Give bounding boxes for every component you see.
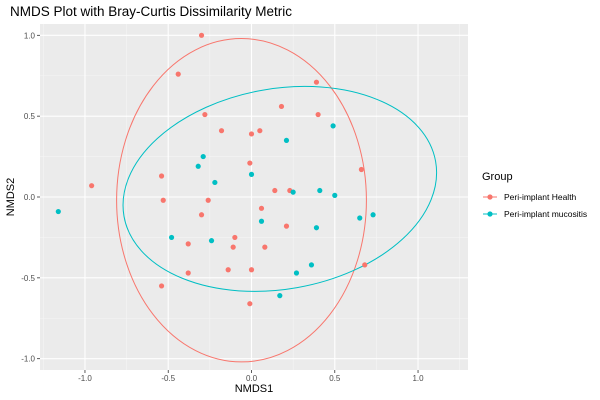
point-s0-29 bbox=[247, 301, 253, 307]
point-s1-12 bbox=[258, 218, 265, 224]
point-s0-0 bbox=[198, 32, 205, 38]
point-s0-13 bbox=[272, 187, 278, 194]
y-tick-label: 0.5 bbox=[24, 112, 36, 121]
x-tick-label: -0.5 bbox=[161, 374, 175, 383]
legend-label: Peri-implant Health bbox=[504, 192, 577, 202]
confidence-ellipses bbox=[116, 38, 438, 363]
point-s0-5 bbox=[315, 111, 321, 118]
point-s0-24 bbox=[225, 267, 231, 273]
point-s1-3 bbox=[200, 153, 206, 160]
point-s1-0 bbox=[55, 208, 61, 215]
point-s0-4 bbox=[202, 111, 208, 118]
point-s0-6 bbox=[218, 128, 225, 134]
scatter-points bbox=[55, 32, 376, 307]
point-s1-11 bbox=[357, 215, 363, 221]
ellipse-1 bbox=[122, 85, 438, 292]
x-tick-label: -1.0 bbox=[78, 374, 92, 383]
point-s1-17 bbox=[293, 270, 300, 276]
x-tick-label: 1.0 bbox=[412, 374, 424, 383]
point-s0-28 bbox=[158, 283, 165, 289]
point-s1-5 bbox=[248, 171, 255, 177]
point-s0-15 bbox=[205, 197, 211, 203]
point-s0-21 bbox=[185, 241, 191, 247]
point-s1-15 bbox=[208, 238, 215, 244]
point-s1-16 bbox=[308, 262, 315, 268]
point-s1-13 bbox=[313, 225, 320, 231]
y-tick-label: 1.0 bbox=[24, 31, 36, 40]
point-s0-11 bbox=[89, 183, 95, 189]
legend-key-point bbox=[487, 211, 493, 217]
point-s1-7 bbox=[317, 187, 323, 194]
point-s1-8 bbox=[290, 189, 296, 195]
point-s0-26 bbox=[362, 262, 368, 268]
point-s0-8 bbox=[248, 131, 255, 137]
y-tick-label: -1.0 bbox=[21, 355, 35, 364]
point-s0-12 bbox=[158, 173, 165, 179]
point-s1-1 bbox=[330, 123, 336, 129]
point-s1-4 bbox=[195, 163, 201, 169]
point-s0-1 bbox=[175, 71, 181, 77]
point-s0-2 bbox=[313, 79, 320, 85]
point-s1-2 bbox=[283, 137, 290, 144]
point-s0-23 bbox=[262, 244, 268, 250]
legend-label: Peri-implant mucositis bbox=[504, 209, 587, 219]
point-s0-3 bbox=[278, 103, 285, 110]
chart-title: NMDS Plot with Bray-Curtis Dissimilarity… bbox=[10, 4, 292, 19]
point-s0-7 bbox=[257, 128, 263, 134]
point-s0-20 bbox=[232, 234, 238, 241]
point-s1-6 bbox=[212, 179, 218, 186]
point-s0-10 bbox=[358, 166, 365, 173]
y-tick-label: 0.0 bbox=[24, 193, 36, 202]
point-s0-16 bbox=[160, 197, 166, 203]
point-s1-9 bbox=[332, 192, 338, 198]
point-s0-27 bbox=[185, 270, 191, 276]
legend-key-point bbox=[487, 194, 493, 200]
point-s1-14 bbox=[168, 234, 175, 241]
ellipse-0 bbox=[116, 38, 367, 363]
point-s0-25 bbox=[248, 267, 255, 273]
y-tick-label: -0.5 bbox=[21, 274, 35, 283]
x-axis-ticks: -1.0 -0.5 0.0 0.5 1.0 bbox=[78, 370, 424, 383]
point-s0-18 bbox=[198, 212, 205, 218]
y-axis-label: NMDS2 bbox=[5, 178, 17, 217]
x-tick-label: 0.5 bbox=[329, 374, 341, 383]
point-s0-19 bbox=[283, 223, 290, 229]
plot-panel bbox=[40, 24, 468, 370]
point-s0-9 bbox=[247, 160, 253, 166]
point-s1-10 bbox=[370, 212, 376, 218]
point-s0-17 bbox=[258, 205, 265, 211]
point-s1-18 bbox=[277, 293, 283, 299]
legend: Group Peri-implant Health Peri-implant mu… bbox=[482, 171, 587, 222]
legend-title: Group bbox=[482, 171, 513, 183]
y-axis-ticks: -1.0 -0.5 0.0 0.5 1.0 bbox=[21, 31, 40, 364]
point-s0-22 bbox=[230, 244, 236, 250]
x-axis-label: NMDS1 bbox=[235, 383, 274, 395]
x-tick-label: 0.0 bbox=[246, 374, 258, 383]
